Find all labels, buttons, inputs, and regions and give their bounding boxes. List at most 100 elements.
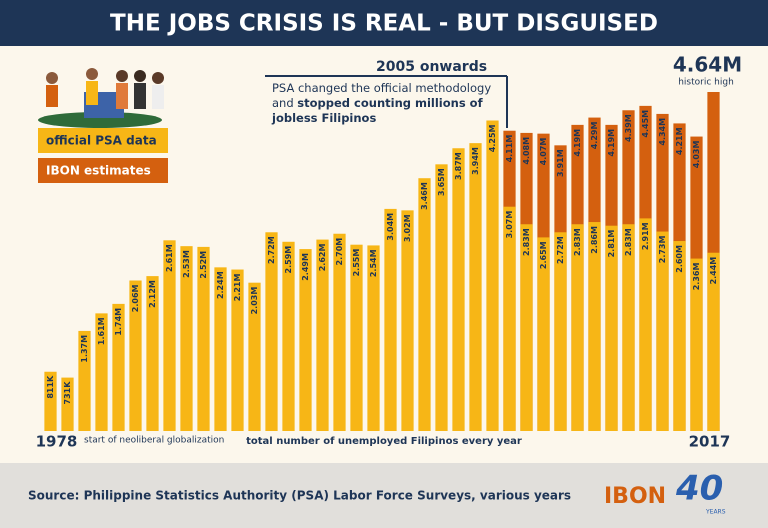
- value-label: 4.11M: [505, 135, 514, 163]
- bar: [129, 280, 142, 431]
- bar: [95, 313, 108, 431]
- x-tick-label: 2017: [689, 433, 731, 451]
- bar: [452, 148, 465, 431]
- value-label: 3.65M: [437, 168, 446, 196]
- value-label: 2.03M: [250, 287, 259, 315]
- value-label: 2.12M: [148, 280, 157, 308]
- legend-label: official PSA data: [46, 134, 157, 148]
- logo-name: IBON: [604, 484, 666, 509]
- value-label: 2.73M: [658, 236, 667, 264]
- annotation-note: PSA changed the official methodology and…: [272, 81, 504, 126]
- value-label: 4.19M: [607, 129, 616, 157]
- value-label: 4.39M: [624, 114, 633, 142]
- footer-band: [0, 463, 768, 528]
- bar: [690, 258, 703, 431]
- bar: [78, 330, 91, 431]
- value-label: 4.08M: [522, 137, 531, 165]
- bar: [486, 120, 499, 432]
- value-label: 2.72M: [267, 236, 276, 264]
- bar: [44, 371, 57, 431]
- value-label: 4.21M: [675, 127, 684, 155]
- bar: [316, 239, 329, 431]
- logo-years: YEARS: [705, 509, 726, 516]
- bar: [112, 303, 125, 431]
- value-label: 2.59M: [284, 246, 293, 274]
- value-label: 3.87M: [454, 152, 463, 180]
- value-label: 2.55M: [352, 249, 361, 277]
- bar: [333, 233, 346, 431]
- value-label: 2.54M: [369, 249, 378, 277]
- x-tick-label: 1978: [36, 433, 78, 451]
- value-label: 2.24M: [216, 271, 225, 299]
- value-label: 2.72M: [556, 236, 565, 264]
- bar: [299, 249, 312, 431]
- value-label: 4.25M: [488, 124, 497, 152]
- value-label: 3.02M: [403, 214, 412, 242]
- value-label: 4.45M: [641, 110, 650, 138]
- value-label: 2.83M: [522, 228, 531, 256]
- value-label: 2.36M: [692, 263, 701, 291]
- value-label: 811K: [46, 375, 55, 399]
- bar: [503, 206, 516, 431]
- chart-title: THE JOBS CRISIS IS REAL - BUT DISGUISED: [110, 11, 658, 37]
- value-label: 2.52M: [199, 251, 208, 279]
- bar: [418, 178, 431, 431]
- illustration: [38, 68, 164, 128]
- bar: [639, 218, 652, 431]
- value-label: 1.74M: [114, 308, 123, 336]
- value-label: 2.86M: [590, 226, 599, 254]
- value-label: 2.65M: [539, 241, 548, 269]
- bar: [350, 244, 363, 431]
- value-label: 3.07M: [505, 211, 514, 239]
- bar: [231, 269, 244, 431]
- bar: [673, 241, 686, 431]
- bar: [656, 231, 669, 431]
- bar: [707, 252, 720, 431]
- note-text: PSA changed the official methodology and: [272, 81, 492, 110]
- bar: [605, 225, 618, 431]
- bar: [588, 222, 601, 431]
- peak-note: historic high: [678, 78, 734, 88]
- peak-label: 4.64M: [673, 53, 742, 77]
- value-label: 2.91M: [641, 222, 650, 250]
- bar: [282, 241, 295, 431]
- value-label: 2.21M: [233, 274, 242, 302]
- annotation-title: 2005 onwards: [376, 59, 487, 75]
- value-label: 2.06M: [131, 284, 140, 312]
- bar: [384, 208, 397, 431]
- value-label: 2.83M: [573, 228, 582, 256]
- value-label: 3.04M: [386, 213, 395, 241]
- source: Source: Philippine Statistics Authority …: [28, 489, 571, 503]
- bar: [537, 237, 550, 431]
- value-label: 2.83M: [624, 228, 633, 256]
- value-label: 2.49M: [301, 253, 310, 281]
- bar: [401, 210, 414, 431]
- value-label: 2.62M: [318, 244, 327, 272]
- value-label: 2.60M: [675, 245, 684, 273]
- logo-number: 40: [675, 469, 723, 509]
- header-band: [0, 0, 768, 46]
- bar: [520, 224, 533, 431]
- bar: [146, 276, 159, 431]
- value-label: 4.07M: [539, 138, 548, 166]
- bar: [163, 240, 176, 431]
- bar: [197, 246, 210, 431]
- bar: [622, 224, 635, 431]
- bar: [435, 164, 448, 431]
- note-bold: stopped counting millions of jobless Fil…: [272, 96, 483, 125]
- bar: [571, 224, 584, 431]
- value-label: 3.94M: [471, 147, 480, 175]
- value-label: 2.61M: [165, 244, 174, 272]
- bar: [554, 232, 567, 431]
- value-label: 3.46M: [420, 182, 429, 210]
- legend-label: IBON estimates: [46, 164, 151, 178]
- value-label: 2.53M: [182, 250, 191, 278]
- legend-swatch: [38, 128, 168, 153]
- legend-swatch: [38, 158, 168, 183]
- bar: [180, 246, 193, 431]
- x-caption: total number of unemployed Filipinos eve…: [246, 436, 522, 447]
- bar: [265, 232, 278, 431]
- bar: [214, 267, 227, 431]
